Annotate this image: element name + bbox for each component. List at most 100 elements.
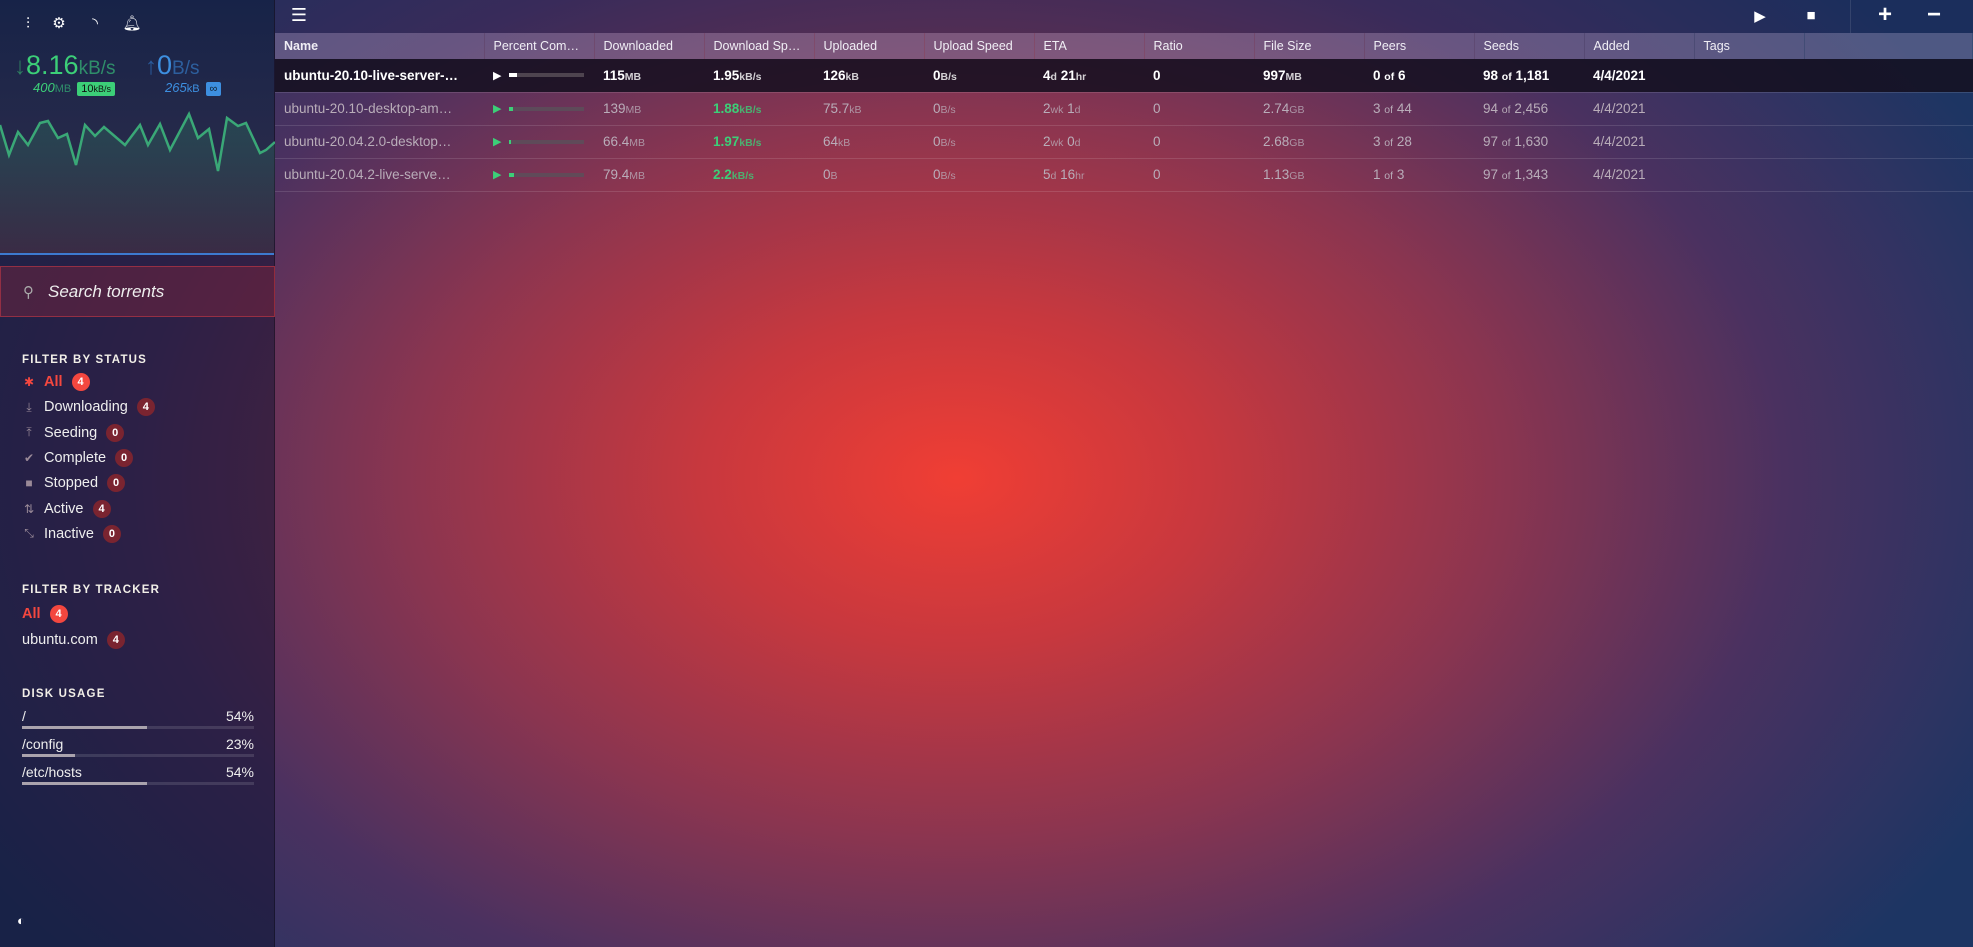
count-badge: 0: [106, 423, 125, 442]
column-header-file-size[interactable]: File Size: [1254, 33, 1365, 59]
upload-speed-unit: B/s: [940, 170, 956, 182]
download-speed-unit: kB/s: [739, 70, 762, 83]
row-filler: [1804, 125, 1973, 159]
uploaded-value: 75.7: [823, 101, 850, 116]
seeds-total: 1,181: [1515, 67, 1550, 83]
row-filler: [1804, 59, 1973, 93]
progress-bar: [509, 106, 584, 111]
uploaded-value: 0: [823, 167, 831, 182]
downloaded: 115MB: [594, 59, 704, 93]
filter-status-seeding[interactable]: ⤒ Seeding 0: [22, 422, 125, 444]
upload-speed-unit: B/s: [172, 58, 200, 79]
filter-status-inactive[interactable]: ⤡ Inactive 0: [22, 523, 121, 545]
filter-status-stopped[interactable]: ■ Stopped 0: [22, 472, 126, 494]
disk-path: /etc/hosts: [22, 764, 82, 780]
progress-fill: [509, 106, 513, 111]
column-header-tags[interactable]: Tags: [1694, 33, 1805, 59]
eta: 4d 21hr: [1034, 59, 1144, 93]
filter-status-complete[interactable]: ✔ Complete 0: [22, 447, 134, 469]
torrent-row[interactable]: ubuntu-20.10-desktop-am… ▶ 139MB 1.88kB/s 75…: [275, 92, 1973, 126]
column-header-added[interactable]: Added: [1584, 33, 1695, 59]
downloaded-unit: MB: [625, 104, 642, 116]
file-size-value: 1.13: [1263, 167, 1290, 182]
add-icon[interactable]: +: [1877, 1, 1892, 28]
column-header-ratio[interactable]: Ratio: [1144, 33, 1255, 59]
disk-path: /: [22, 708, 26, 724]
added-date: 4/4/2021: [1584, 125, 1694, 159]
column-header-downloaded[interactable]: Downloaded: [594, 33, 705, 59]
filter-status-downloading[interactable]: ⤓ Downloading 4: [22, 396, 155, 418]
column-header-uploaded[interactable]: Uploaded: [814, 33, 925, 59]
uploaded-unit: kB: [849, 104, 862, 116]
download-speed-unit: kB/s: [731, 170, 754, 182]
torrent-row[interactable]: ubuntu-20.10-live-server-… ▶ 115MB 1.95kB/s…: [275, 59, 1973, 93]
added-date: 4/4/2021: [1584, 92, 1694, 126]
gear-icon[interactable]: ⚙: [52, 15, 66, 32]
menu-icon[interactable]: ☰: [290, 5, 308, 25]
filter-label: Complete: [44, 449, 107, 466]
column-header-download-sp[interactable]: Download Sp…: [704, 33, 815, 59]
column-header-peers[interactable]: Peers: [1364, 33, 1475, 59]
eta-part: d: [1050, 170, 1057, 182]
eta: 2wk 1d: [1034, 92, 1144, 126]
downloaded-unit: MB: [629, 137, 646, 149]
ratio: 0: [1144, 59, 1254, 93]
upload-limit-chip[interactable]: ∞: [205, 82, 222, 96]
column-header-upload-speed[interactable]: Upload Speed: [924, 33, 1035, 59]
arrows-updown-icon: ⇅: [23, 501, 35, 516]
disk-row: /etc/hosts 54%: [22, 764, 254, 780]
filter-tracker-item[interactable]: ubuntu.com 4: [22, 629, 125, 651]
of-label: of: [1501, 137, 1511, 149]
upload-speed-value: 0: [933, 134, 941, 149]
disk-percent: 23%: [225, 736, 254, 752]
eta-part: d: [1050, 70, 1057, 83]
filter-label: ubuntu.com: [22, 632, 98, 648]
column-header-eta[interactable]: ETA: [1034, 33, 1145, 59]
column-header-seeds[interactable]: Seeds: [1474, 33, 1585, 59]
speed-graph-area: [0, 114, 275, 255]
filter-status-all[interactable]: ✱ All 4: [22, 371, 90, 393]
filter-status-active[interactable]: ⇅ Active 4: [22, 498, 111, 520]
eta-part: 16: [1056, 167, 1076, 182]
ratio: 0: [1144, 158, 1254, 192]
file-size-unit: GB: [1289, 104, 1305, 116]
of-label: of: [1384, 137, 1394, 149]
theme-toggle-icon[interactable]: ◐: [17, 913, 25, 928]
peers-connected: 3: [1373, 134, 1381, 149]
file-size-value: 2.74: [1263, 101, 1290, 116]
column-header-percent-com[interactable]: Percent Com…: [484, 33, 595, 59]
eta-part: hr: [1075, 70, 1087, 83]
download-limit-chip[interactable]: 10kB/s: [77, 82, 115, 96]
count-badge: 4: [106, 631, 125, 649]
sliders-icon[interactable]: ⫶: [26, 15, 30, 32]
filter-label: All: [22, 606, 41, 622]
download-speed-value: 1.97: [713, 134, 740, 149]
remove-icon[interactable]: −: [1926, 1, 1941, 28]
column-header-filler: [1804, 33, 1973, 59]
bell-icon[interactable]: 🔔︎: [122, 15, 142, 32]
torrent-row[interactable]: ubuntu-20.04.2.0-desktop… ▶ 66.4MB 1.97kB/s…: [275, 125, 1973, 159]
filter-tracker-item[interactable]: All 4: [22, 603, 68, 625]
rss-icon[interactable]: ◝: [92, 15, 98, 32]
torrent-row[interactable]: ubuntu-20.04.2-live-serve… ▶ 79.4MB 2.2kB/s…: [275, 158, 1973, 192]
stop-icon: ■: [25, 476, 33, 491]
file-size-value: 997: [1263, 67, 1286, 83]
peers-connected: 0: [1373, 67, 1381, 83]
upload-speed-value: 0: [933, 67, 941, 83]
eta-part: 0: [1063, 134, 1075, 149]
eta-part: hr: [1075, 170, 1085, 182]
percent-complete: ▶: [484, 125, 594, 159]
stop-icon[interactable]: ■: [1806, 7, 1816, 24]
start-icon[interactable]: ▶: [1754, 8, 1766, 25]
search-input[interactable]: [48, 281, 248, 302]
seeds: 97 of 1,630: [1474, 125, 1584, 159]
search-box[interactable]: ⚲: [0, 266, 275, 317]
uploaded: 126kB: [814, 59, 924, 93]
ratio: 0: [1144, 125, 1254, 159]
eta: 2wk 0d: [1034, 125, 1144, 159]
column-header-name[interactable]: Name: [275, 33, 485, 59]
seeds-total: 2,456: [1514, 101, 1549, 116]
sidebar: ⫶ ⚙ ◝ 🔔︎ ↓8.16kB/s 400MB 10kB/s ↑0B/s 265…: [0, 0, 275, 947]
uploaded: 75.7kB: [814, 92, 924, 126]
added-date: 4/4/2021: [1584, 59, 1694, 93]
